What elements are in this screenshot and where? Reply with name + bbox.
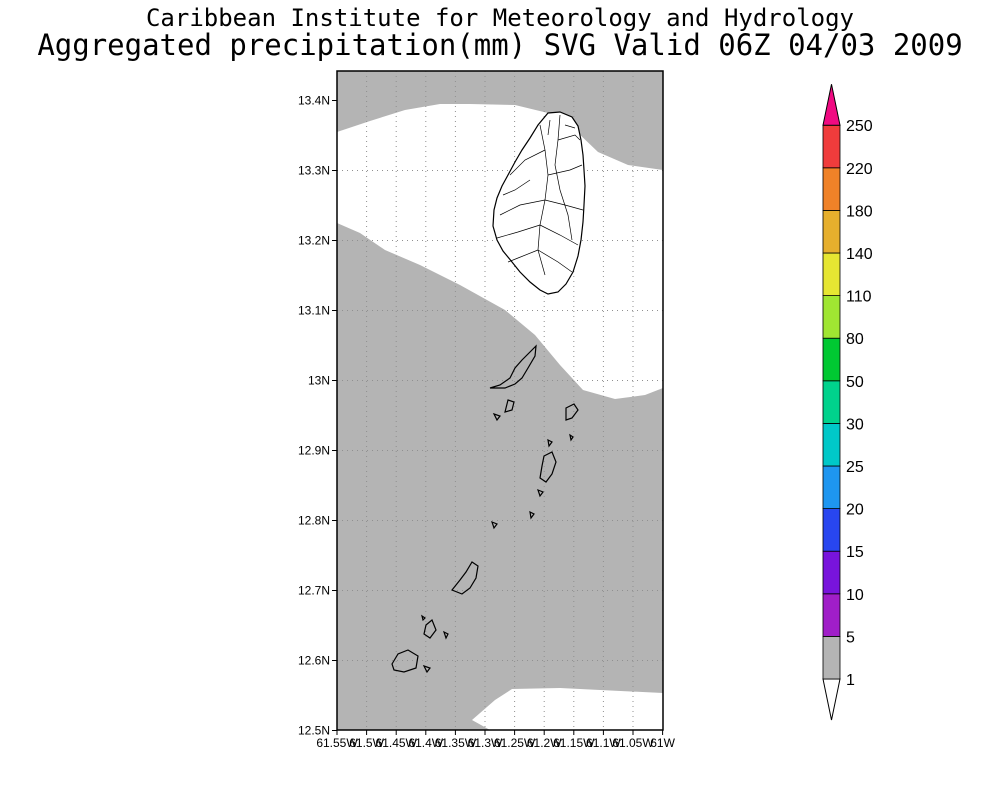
bequia-island [489,344,537,389]
colorbar-low-triangle [822,678,841,721]
colorbar-segment [822,337,841,382]
st-vincent-island [492,111,586,295]
colorbar-segment [822,508,841,552]
lat-tick-label: 13.2N [298,234,330,248]
colorbar-label: 220 [846,161,873,178]
colorbar-segment [822,636,841,680]
colorbar-segment [822,550,841,595]
colorbar-label: 110 [846,289,872,306]
latitude-axis: 13.4N 13.3N 13.2N 13.1N 13N 12.9N 12.8N 12.7N 12… [298,94,337,738]
small-islet-6 [491,520,498,530]
lon-tick-label: 61.15W [553,736,595,750]
lon-tick-label: 61.3W [468,736,503,750]
colorbar-label: 140 [846,246,873,263]
lon-tick-label: 61.55W [316,736,358,750]
lon-tick-label: 61.4W [408,736,443,750]
lat-tick-label: 13.3N [298,164,330,178]
small-islet-1 [492,412,501,422]
colorbar-high-triangle [822,84,841,126]
colorbar-label: 80 [846,331,864,348]
lat-tick-label: 12.9N [298,444,330,458]
carriacou-island [451,561,479,595]
plot-frame [336,70,664,731]
colorbar-segment [822,209,841,254]
small-islet-2 [547,438,553,448]
colorbar-label: 1 [846,672,855,689]
colorbar-segment [822,167,841,211]
lat-tick-label: 13.1N [298,304,330,318]
lat-tick-label: 12.6N [298,654,330,668]
small-islet-3 [569,433,574,442]
map-subtitle: Aggregated precipitation(mm) SVG Valid 0… [37,28,963,62]
colorbar-label: 30 [846,416,864,433]
colorbar-segment [822,593,841,637]
longitude-axis: 61.55W61.5W61.45W61.4W61.35W61.3W61.25W6… [316,730,676,750]
colorbar-segment [822,295,841,339]
precip-shaded-region [337,71,663,730]
colorbar-label: 15 [846,544,864,561]
lon-tick-label: 61.35W [435,736,477,750]
lon-tick-label: 61.05W [612,736,654,750]
mustique-island [504,399,515,413]
lon-tick-label: 61.25W [494,736,536,750]
colorbar-segment [822,252,841,296]
colorbar-label: 250 [846,118,873,135]
lat-tick-label: 13N [308,374,330,388]
colorbar-label: 5 [846,629,855,646]
petite-martinique-island [423,619,437,639]
colorbar-label: 20 [846,502,864,519]
colorbar-segment [822,380,841,424]
colorbar-label: 180 [846,203,873,220]
small-islet-5 [529,510,535,520]
lat-tick-label: 13.4N [298,94,330,108]
lat-tick-label: 12.7N [298,584,330,598]
ronde-island [391,649,419,673]
colorbar-segment [822,124,841,169]
lon-tick-label: 61.2W [527,736,562,750]
lon-tick-label: 61W [650,736,675,750]
mayreau-island [539,451,557,483]
small-islet-4 [537,488,544,498]
colorbar-label: 25 [846,459,864,476]
colorbar-label: 10 [846,587,864,604]
lat-tick-label: 12.5N [298,724,330,738]
islands [391,111,586,674]
lat-tick-label: 12.8N [298,514,330,528]
small-islet-9 [422,664,431,674]
map-title: Caribbean Institute for Meteorology and … [145,4,854,32]
lon-tick-label: 61.1W [586,736,621,750]
colorbar-segment [822,422,841,467]
colorbar-label: 50 [846,374,864,391]
small-islet-8 [421,614,426,622]
lon-tick-label: 61.45W [376,736,418,750]
watershed-lines [496,114,584,276]
canouan-island [565,403,579,421]
lon-tick-label: 61.5W [349,736,384,750]
colorbar-segment [822,465,841,509]
small-islet-7 [442,630,449,640]
